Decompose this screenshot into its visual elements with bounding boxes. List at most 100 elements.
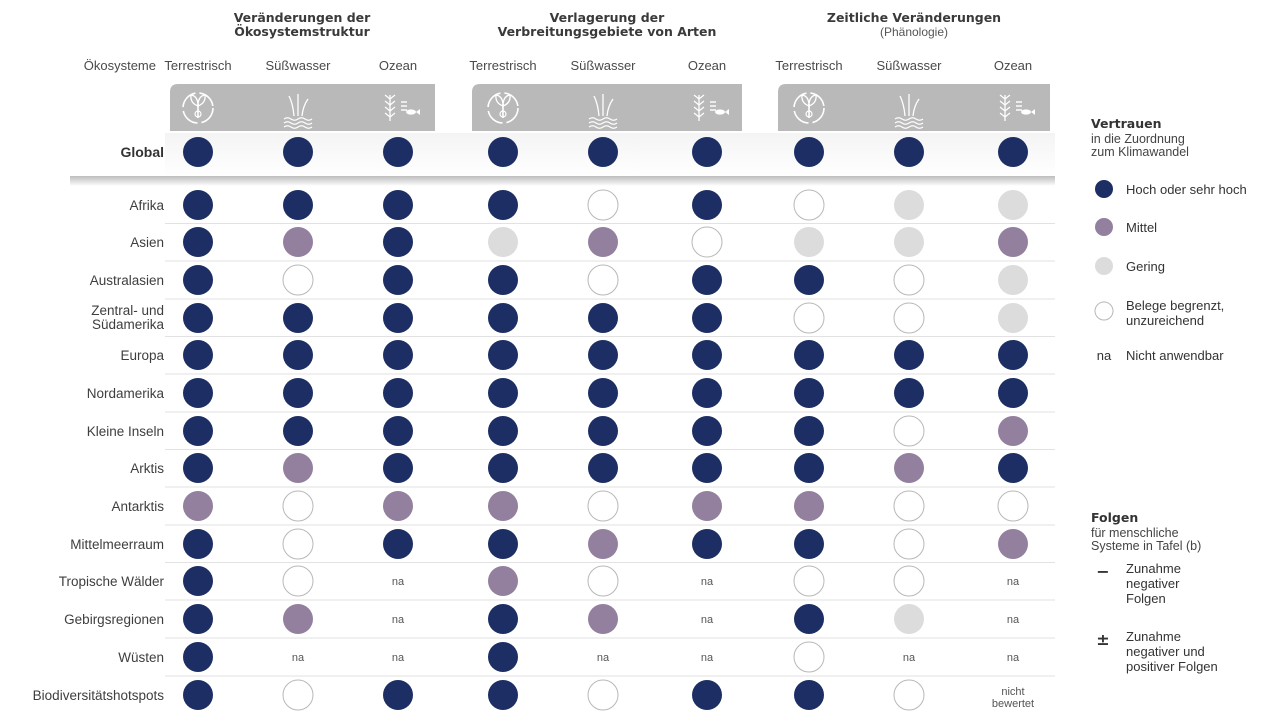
confidence-dot-high bbox=[183, 190, 213, 220]
confidence-dot-limited bbox=[587, 565, 619, 597]
confidence-dot-high bbox=[588, 378, 618, 408]
freshwater-icon bbox=[894, 94, 924, 129]
confidence-dot-limited bbox=[587, 264, 619, 296]
legend-confidence-subtitle: in die Zuordnung bbox=[1091, 132, 1185, 146]
confidence-dot-high bbox=[383, 378, 413, 408]
group-title-line: Veränderungen der bbox=[234, 10, 371, 25]
confidence-dot-limited bbox=[282, 264, 314, 296]
legend-item-label: unzureichend bbox=[1126, 313, 1204, 328]
confidence-dot-high bbox=[283, 378, 313, 408]
confidence-dot-high bbox=[283, 340, 313, 370]
confidence-dot-limited bbox=[587, 679, 619, 711]
confidence-dot-limited bbox=[282, 528, 314, 560]
legend-impact-label: negativer und bbox=[1126, 644, 1205, 659]
confidence-dot-limited bbox=[587, 189, 619, 221]
row-label: Wüsten bbox=[118, 650, 164, 665]
confidence-dot-high bbox=[488, 604, 518, 634]
confidence-dot-medium bbox=[283, 227, 313, 257]
confidence-dot-high bbox=[692, 680, 722, 710]
confidence-dot-high bbox=[488, 642, 518, 672]
na-cell: na bbox=[701, 614, 714, 626]
confidence-dot-limited bbox=[793, 189, 825, 221]
row-label: Mittelmeerraum bbox=[70, 537, 164, 552]
row-label: Tropische Wälder bbox=[59, 574, 165, 589]
confidence-dot-high bbox=[488, 453, 518, 483]
confidence-dot-high bbox=[692, 378, 722, 408]
column-subheader: Terrestrisch bbox=[775, 58, 842, 73]
confidence-dot-high bbox=[794, 265, 824, 295]
column-subheader: Süßwasser bbox=[265, 58, 331, 73]
icon-band bbox=[170, 84, 435, 131]
group-title-line: Verlagerung der bbox=[550, 10, 665, 25]
row-label: Asien bbox=[130, 235, 164, 250]
legend-impact-symbol: ± bbox=[1096, 630, 1109, 649]
global-separator bbox=[70, 176, 1055, 186]
ocean-icon bbox=[999, 94, 1035, 121]
confidence-dot-high bbox=[894, 378, 924, 408]
confidence-dot-low bbox=[894, 227, 924, 257]
confidence-dot-limited bbox=[282, 490, 314, 522]
row-label: Arktis bbox=[130, 461, 164, 476]
confidence-dot-high bbox=[183, 416, 213, 446]
confidence-dot-high bbox=[383, 265, 413, 295]
confidence-dot-medium bbox=[588, 529, 618, 559]
confidence-dot-high bbox=[692, 265, 722, 295]
group-subtitle: (Phänologie) bbox=[880, 25, 948, 39]
na-cell: na bbox=[392, 652, 405, 664]
row-label: Südamerika bbox=[92, 317, 165, 332]
confidence-dot-high bbox=[692, 190, 722, 220]
row-header-label: Ökosysteme bbox=[84, 58, 156, 73]
confidence-dot-limited bbox=[282, 679, 314, 711]
legend-item-label: Gering bbox=[1126, 259, 1165, 274]
legend-impact-symbol: − bbox=[1096, 562, 1109, 581]
legend-na-symbol: na bbox=[1097, 348, 1112, 363]
confidence-dot-high bbox=[894, 340, 924, 370]
confidence-dot-high bbox=[488, 680, 518, 710]
legend-dot-high bbox=[1095, 180, 1113, 198]
confidence-dot-high bbox=[383, 680, 413, 710]
confidence-dot-high bbox=[588, 303, 618, 333]
confidence-dot-medium bbox=[894, 453, 924, 483]
legend-item-label: Nicht anwendbar bbox=[1126, 348, 1224, 363]
na-cell: na bbox=[1007, 576, 1020, 588]
confidence-dot-high bbox=[794, 340, 824, 370]
confidence-dot-high bbox=[794, 604, 824, 634]
confidence-dot-high bbox=[692, 416, 722, 446]
na-cell: na bbox=[701, 652, 714, 664]
confidence-dot-limited bbox=[282, 565, 314, 597]
legend-item-label: Hoch oder sehr hoch bbox=[1126, 182, 1247, 197]
confidence-dot-high bbox=[794, 416, 824, 446]
terrestrial-icon bbox=[487, 92, 519, 124]
legend-impacts-subtitle: für menschliche bbox=[1091, 526, 1179, 540]
confidence-dot-high bbox=[794, 680, 824, 710]
row-label: Zentral- und bbox=[91, 303, 164, 318]
confidence-dot-high bbox=[383, 340, 413, 370]
confidence-dot-limited bbox=[893, 565, 925, 597]
group-title-line: Ökosystemstruktur bbox=[234, 24, 370, 39]
confidence-dot-high bbox=[588, 137, 618, 167]
legend-dot-low bbox=[1095, 257, 1113, 275]
legend-dot-medium bbox=[1095, 218, 1113, 236]
confidence-dot-high bbox=[283, 190, 313, 220]
confidence-dot-high bbox=[183, 303, 213, 333]
confidence-dot-high bbox=[383, 453, 413, 483]
confidence-dot-medium bbox=[998, 529, 1028, 559]
confidence-dot-high bbox=[794, 137, 824, 167]
confidence-dot-high bbox=[488, 137, 518, 167]
confidence-dot-high bbox=[488, 340, 518, 370]
na-cell: na bbox=[392, 576, 405, 588]
icon-band bbox=[472, 84, 742, 131]
confidence-dot-high bbox=[692, 303, 722, 333]
na-cell: na bbox=[701, 576, 714, 588]
confidence-dot-medium bbox=[794, 491, 824, 521]
confidence-dot-high bbox=[488, 378, 518, 408]
legend-impacts-title: Folgen bbox=[1091, 510, 1138, 525]
confidence-dot-limited bbox=[587, 490, 619, 522]
terrestrial-icon bbox=[793, 92, 825, 124]
confidence-dot-high bbox=[183, 265, 213, 295]
column-subheader: Süßwasser bbox=[876, 58, 942, 73]
na-cell: na bbox=[392, 614, 405, 626]
na-cell: na bbox=[1007, 614, 1020, 626]
confidence-dot-high bbox=[183, 227, 213, 257]
confidence-dot-high bbox=[692, 529, 722, 559]
